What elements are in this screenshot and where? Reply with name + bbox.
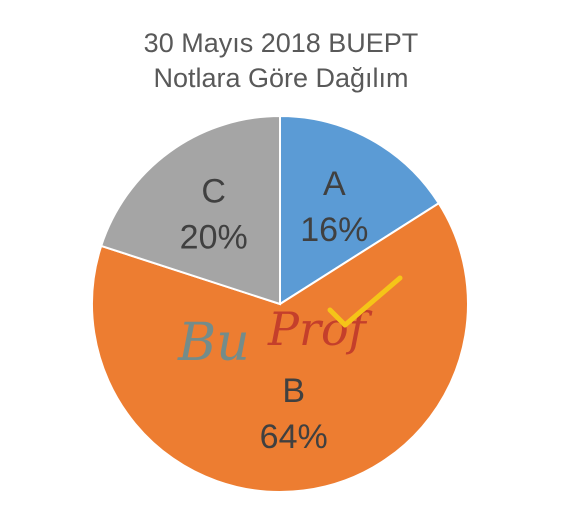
pie-slices <box>91 114 469 493</box>
pie-slice-c <box>99 114 281 306</box>
pie-slice-b <box>91 201 469 493</box>
pie-data-labels: A 16% B 64% C 20% <box>180 165 369 456</box>
slice-category-label-c: C <box>201 173 226 211</box>
watermark-part1: Bu <box>177 313 250 373</box>
chart-title: 30 Mayıs 2018 BUEPT <box>144 28 419 58</box>
slice-category-label-a: A <box>323 165 346 203</box>
watermark-part2: Prof <box>267 302 373 356</box>
slice-value-label-b: 64% <box>260 418 328 456</box>
checkmark-icon <box>327 275 403 328</box>
slice-category-label-b: B <box>282 372 305 410</box>
pie-slice-a <box>279 114 441 306</box>
slice-value-label-c: 20% <box>180 219 248 257</box>
chart-subtitle: Notlara Göre Dağılım <box>153 63 408 93</box>
slice-value-label-a: 16% <box>300 211 368 249</box>
buprof-watermark-logo: Bu Prof <box>177 275 403 373</box>
